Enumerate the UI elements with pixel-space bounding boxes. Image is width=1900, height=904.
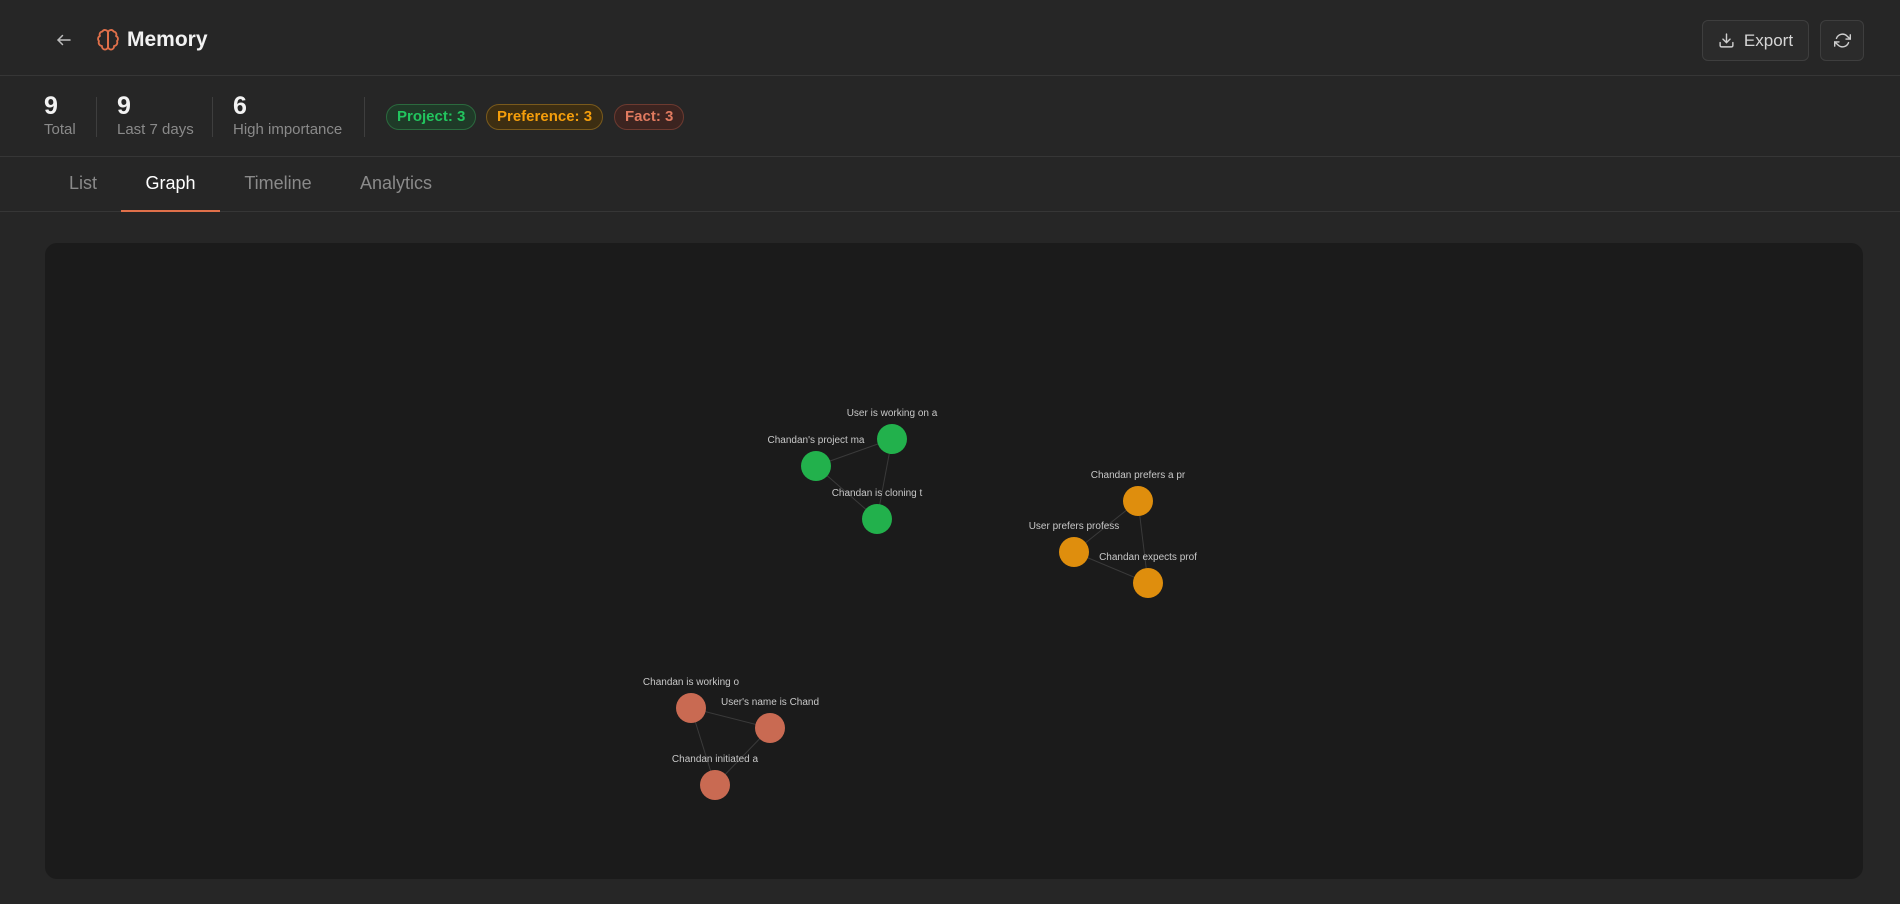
graph-node-fact[interactable]: User's name is Chand <box>721 697 819 743</box>
stat-total: 9 Total <box>44 91 76 139</box>
badge-preference[interactable]: Preference: 3 <box>486 104 604 130</box>
graph-node-circle[interactable] <box>676 693 706 723</box>
graph-node-label: User's name is Chand <box>721 697 819 708</box>
graph-node-circle[interactable] <box>862 504 892 534</box>
badge-fact[interactable]: Fact: 3 <box>614 104 685 130</box>
graph-node-circle[interactable] <box>801 451 831 481</box>
stat-value: 9 <box>117 92 131 120</box>
graph-node-label: Chandan's project ma <box>768 435 865 446</box>
graph-node-label: Chandan expects prof <box>1099 552 1197 563</box>
graph-node-circle[interactable] <box>1133 568 1163 598</box>
view-tabs: List Graph Timeline Analytics <box>0 158 1900 212</box>
arrow-left-icon <box>57 34 71 46</box>
stat-last-7-days: 9 Last 7 days <box>117 91 194 139</box>
memory-graph[interactable]: User is working on a Chandan's project ma… <box>45 243 1863 879</box>
graph-node-preference[interactable]: Chandan prefers a pr <box>1091 470 1186 516</box>
graph-node-fact[interactable]: Chandan initiated a <box>672 754 759 800</box>
graph-node-label: User is working on a <box>847 408 938 419</box>
export-label: Export <box>1743 30 1794 50</box>
graph-node-project[interactable]: User is working on a <box>847 408 938 454</box>
page-title: Memory <box>127 28 208 51</box>
stat-high-importance: 6 High importance <box>233 91 342 139</box>
export-button[interactable]: Export <box>1702 20 1809 61</box>
graph-node-project[interactable]: Chandan is cloning t <box>832 488 923 534</box>
stats-bar: 9 Total 9 Last 7 days 6 High importance … <box>0 77 1900 157</box>
tab-list[interactable]: List <box>68 173 97 193</box>
brain-icon <box>97 29 119 51</box>
download-icon <box>1719 33 1734 48</box>
refresh-button[interactable] <box>1820 20 1864 61</box>
stat-label: Total <box>44 121 76 138</box>
stat-label: High importance <box>233 121 343 138</box>
graph-node-circle[interactable] <box>877 424 907 454</box>
graph-node-label: Chandan is cloning t <box>832 488 923 499</box>
badge-project[interactable]: Project: 3 <box>386 104 477 130</box>
graph-node-fact[interactable]: Chandan is working o <box>643 677 740 723</box>
refresh-icon <box>1833 33 1851 48</box>
tab-analytics[interactable]: Analytics <box>359 173 433 193</box>
stat-value: 6 <box>233 92 247 120</box>
graph-canvas[interactable]: User is working on a Chandan's project ma… <box>45 243 1863 879</box>
graph-node-label: Chandan initiated a <box>672 754 759 765</box>
tab-timeline[interactable]: Timeline <box>244 173 312 193</box>
graph-node-preference[interactable]: User prefers profess <box>1029 521 1120 567</box>
divider <box>364 97 365 137</box>
graph-node-label: Chandan is working o <box>643 677 740 688</box>
stat-label: Last 7 days <box>117 121 194 138</box>
divider <box>212 97 213 137</box>
graph-node-label: User prefers profess <box>1029 521 1120 532</box>
graph-node-project[interactable]: Chandan's project ma <box>768 435 865 481</box>
graph-node-circle[interactable] <box>700 770 730 800</box>
back-button[interactable] <box>48 24 80 56</box>
graph-node-circle[interactable] <box>755 713 785 743</box>
graph-node-circle[interactable] <box>1059 537 1089 567</box>
divider <box>96 97 97 137</box>
graph-node-circle[interactable] <box>1123 486 1153 516</box>
stat-value: 9 <box>44 92 58 120</box>
page-header: Memory Export <box>0 0 1900 76</box>
tab-graph[interactable]: Graph <box>121 158 220 212</box>
graph-node-label: Chandan prefers a pr <box>1091 470 1186 481</box>
graph-node-preference[interactable]: Chandan expects prof <box>1099 552 1197 598</box>
